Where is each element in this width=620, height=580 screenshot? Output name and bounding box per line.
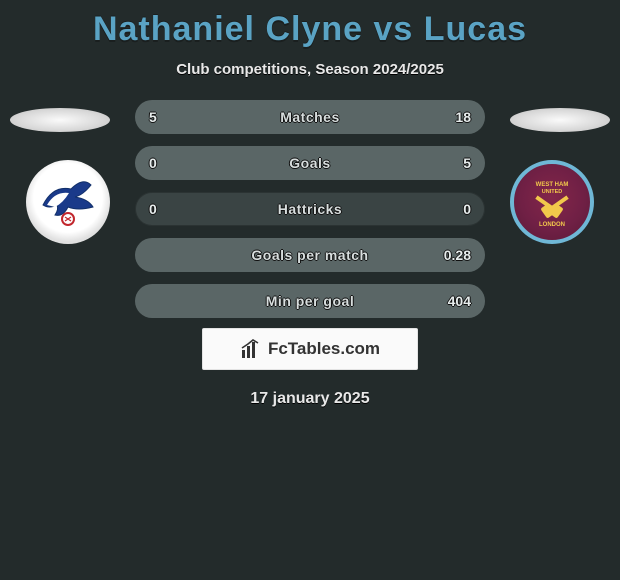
stat-row: Min per goal404 xyxy=(135,284,485,318)
stat-row: Hattricks0 0 xyxy=(135,192,485,226)
stat-value-right: 0 xyxy=(463,201,471,217)
stat-label: Goals xyxy=(135,155,485,171)
stat-value-right: 0.28 xyxy=(444,247,471,263)
page-title: Nathaniel Clyne vs Lucas xyxy=(0,0,620,49)
stat-value-right: 18 xyxy=(455,109,471,125)
player-right-disc xyxy=(510,108,610,132)
stat-row: Matches5 18 xyxy=(135,100,485,134)
stat-value-right: 404 xyxy=(448,293,471,309)
stat-label: Min per goal xyxy=(135,293,485,309)
date-text: 17 january 2025 xyxy=(0,390,620,408)
stat-value-left: 0 xyxy=(149,155,157,171)
svg-text:UNITED: UNITED xyxy=(542,189,563,195)
svg-text:LONDON: LONDON xyxy=(539,222,565,228)
team-left-crest xyxy=(26,160,110,244)
hammers-icon: WEST HAM UNITED LONDON xyxy=(522,172,582,232)
stat-label: Matches xyxy=(135,109,485,125)
eagle-icon xyxy=(33,167,103,237)
logo-text: FcTables.com xyxy=(268,339,380,359)
stat-row: Goals per match0.28 xyxy=(135,238,485,272)
chart-icon xyxy=(240,338,262,360)
stat-label: Hattricks xyxy=(135,201,485,217)
stats-table: Matches518Goals05Hattricks00Goals per ma… xyxy=(135,100,485,330)
fctables-logo[interactable]: FcTables.com xyxy=(202,328,418,370)
svg-text:WEST HAM: WEST HAM xyxy=(536,182,569,188)
stat-value-left: 0 xyxy=(149,201,157,217)
team-right-crest: WEST HAM UNITED LONDON xyxy=(510,160,594,244)
stat-value-left: 5 xyxy=(149,109,157,125)
subtitle: Club competitions, Season 2024/2025 xyxy=(0,61,620,78)
stat-label: Goals per match xyxy=(135,247,485,263)
player-left-disc xyxy=(10,108,110,132)
stat-row: Goals0 5 xyxy=(135,146,485,180)
stat-value-right: 5 xyxy=(463,155,471,171)
